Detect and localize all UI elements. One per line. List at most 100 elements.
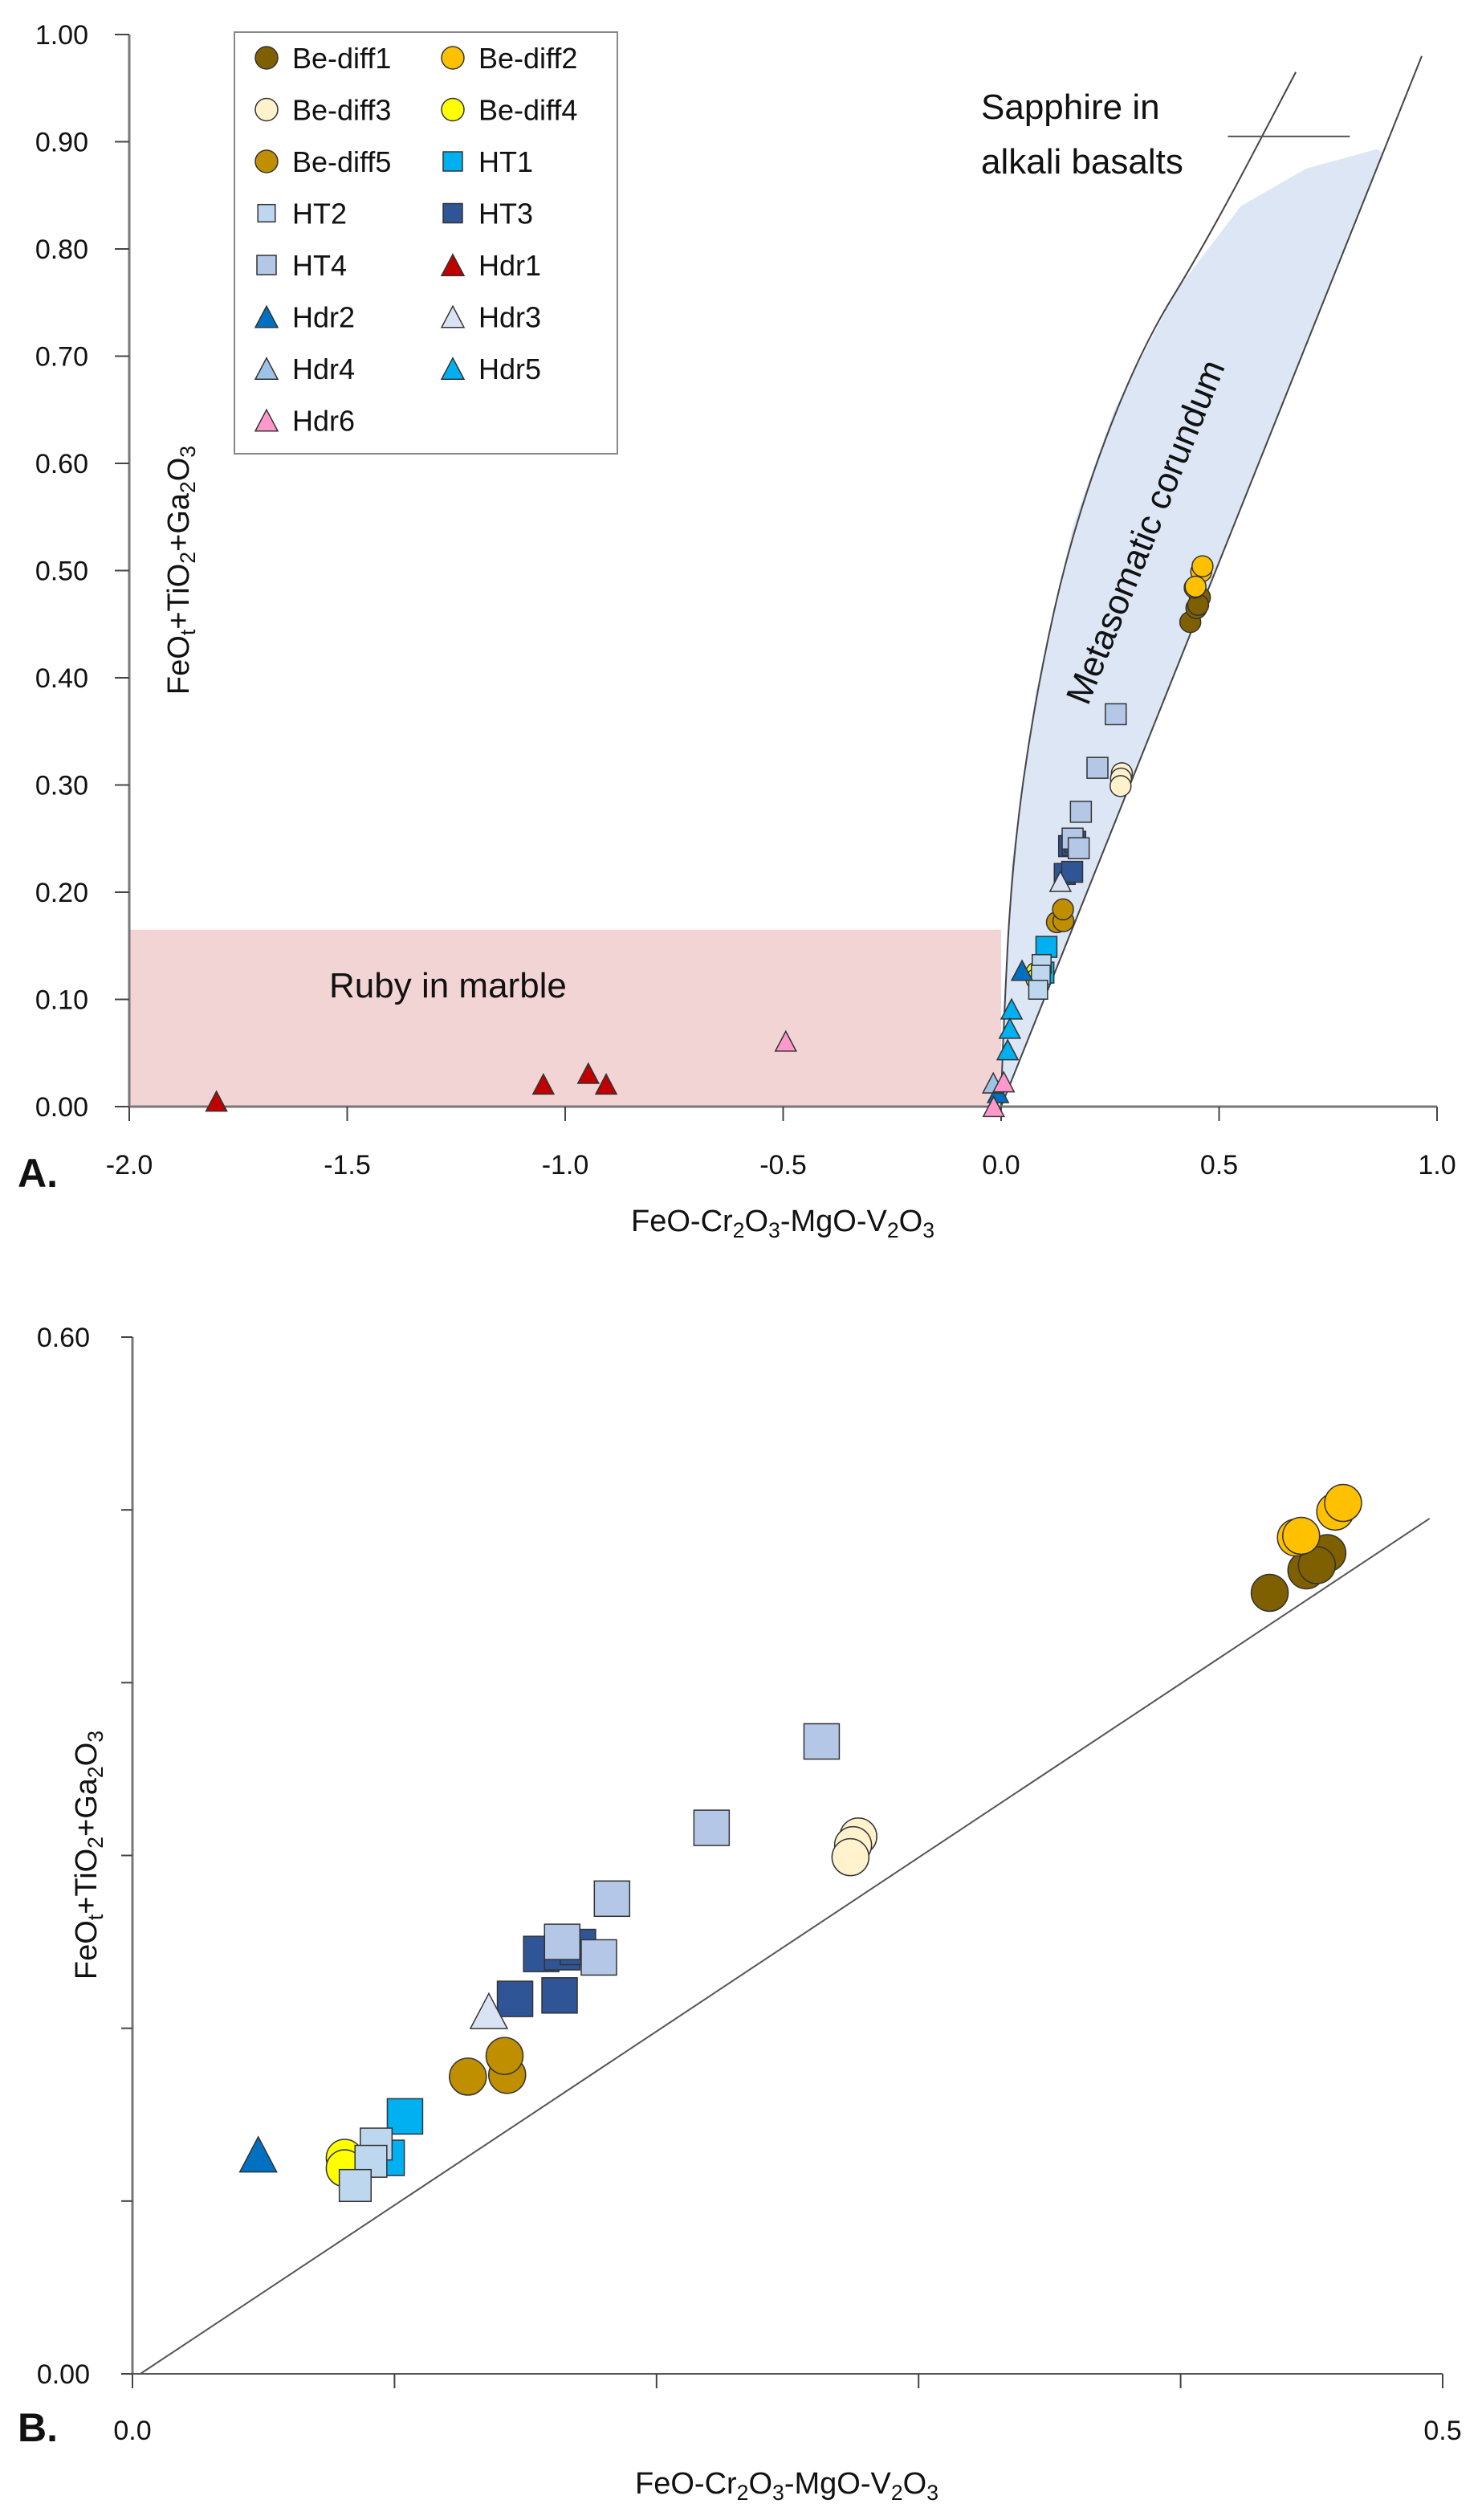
chart-a-x-tick-label: 0.5 [1200,1150,1238,1180]
chart-a-point-be-diff5 [1052,898,1074,921]
chart-a-point-be-diff2 [1191,555,1214,577]
chart-a-point-ht1 [1035,936,1058,958]
legend-marker-hdr5 [440,357,466,381]
legend-item-be-diff5: Be-diff5 [254,145,391,178]
legend-marker-be-diff1 [254,46,279,70]
legend-label: Be-diff1 [292,42,391,75]
chart-b-point-be-diff5 [485,2037,524,2075]
legend-item-be-diff1: Be-diff1 [254,42,391,75]
chart-a-x-tick-label: 0.0 [982,1150,1020,1180]
chart-b-point-be-diff1 [1250,1573,1289,1613]
legend-marker-be-diff5 [254,149,279,173]
chart-b-point-hdr3 [469,1992,509,2029]
sapphire-label-line1: Sapphire in [981,88,1160,127]
chart-b: 0.00 0.60 0.0 0.5 FeO-Cr2O3-MgO-V2O3 FeOt+T… [18,1323,1462,2505]
chart-a-point-be-diff2 [1184,575,1207,598]
legend-item-hdr2: Hdr2 [254,301,355,334]
sapphire-left-boundary [1000,71,1297,1107]
legend-item-hdr5: Hdr5 [440,353,541,385]
legend-marker-ht1 [442,151,463,172]
ruby-in-marble-region [129,929,1001,1107]
legend-marker-hdr1 [440,253,466,277]
chart-a-y-tick-label: 0.30 [35,771,88,801]
legend-label: Hdr6 [292,405,355,438]
chart-b-lines [140,1518,1431,2375]
chart-a-y-tick-label: 0.90 [35,128,88,158]
one-to-one-line [140,1518,1431,2375]
chart-b-point-ht3 [496,1980,534,2017]
chart-a-point-hdr1 [594,1072,618,1095]
sapphire-right-boundary [1000,55,1423,1107]
panel-label-a: A. [18,1151,58,1196]
chart-b-point-be-diff2 [1324,1483,1362,1523]
legend-label: Hdr4 [292,353,355,385]
legend-label: Be-diff4 [478,94,577,127]
chart-a-point-hdr6 [982,1095,1006,1118]
chart-b-point-hdr2 [238,2135,278,2173]
legend-label: Hdr1 [478,249,541,282]
legend-box [234,31,618,455]
ruby-region-label: Ruby in marble [329,966,567,1005]
chart-a-y-tick-label: 0.80 [35,234,88,265]
chart-b-point-be-diff2 [1281,1516,1321,1556]
legend-label: HT3 [478,198,533,230]
legend-item-hdr3: Hdr3 [440,301,541,334]
legend-item-be-diff4: Be-diff4 [441,94,577,127]
legend-label: Be-diff5 [292,145,391,178]
chart-a-y-tick-label: 0.50 [35,557,88,587]
chart-a-point-hdr5 [995,1038,1020,1061]
legend-label: Be-diff3 [292,94,391,127]
legend-item-ht4: HT4 [256,249,347,282]
chart-b-y-tick-label: 0.60 [37,1323,90,1353]
chart-a-y-tick-label: 0.70 [35,342,88,373]
legend-marker-ht4 [256,255,277,275]
legend-item-ht3: HT3 [442,198,533,230]
legend-marker-ht2 [257,203,276,223]
chart-a-x-tick-label: -1.0 [542,1150,589,1180]
chart-a-point-hdr1 [531,1072,556,1095]
chart-a-y-tick-label: 0.10 [35,985,88,1016]
chart-a-point-hdr5 [1000,997,1024,1020]
chart-b-point-be-diff5 [449,2057,487,2096]
legend-marker-be-diff2 [441,46,465,70]
chart-a-axes: 0.00 0.10 0.20 0.30 0.40 0.50 0.60 0.70 0.80 0.90… [35,20,1456,1180]
legend-label: HT4 [292,249,347,282]
chart-b-axes: 0.00 0.60 0.0 0.5 [37,1323,1462,2446]
legend-label: Hdr2 [292,301,355,334]
legend-item-hdr4: Hdr4 [254,353,355,385]
chart-a-point-ht4 [1086,756,1109,779]
chart-b-point-ht4 [693,1809,731,1846]
legend-marker-hdr3 [440,304,466,328]
chart-b-point-ht2 [338,2168,372,2203]
chart-b-y-tick-label: 0.00 [37,2359,90,2390]
legend-item-be-diff2: Be-diff2 [441,42,577,75]
chart-a-point-hdr3 [1048,870,1073,892]
legend-marker-be-diff3 [254,97,279,122]
chart-a-y-tick-label: 0.40 [35,663,88,694]
sapphire-label-line2: alkali basalts [981,142,1183,181]
chart-a-x-tick-label: -2.0 [106,1150,153,1180]
chart-a-lines [1000,55,1423,1107]
legend-label: HT2 [292,198,347,230]
chart-a-point-hdr6 [774,1030,798,1052]
legend-item-ht1: HT1 [442,145,533,178]
chart-a-point-ht3 [1061,860,1084,883]
chart-b-point-be-diff3 [831,1837,870,1877]
legend-label: Be-diff2 [478,42,577,75]
chart-a-y-axis-title: FeOt+TiO2+Ga2O3 [162,446,200,695]
chart-a-point-hdr6 [992,1070,1016,1093]
chart-a-y-tick-label: 0.20 [35,878,88,908]
chart-a-y-tick-label: 0.00 [35,1092,88,1123]
legend-item-ht2: HT2 [257,198,347,230]
chart-a-point-hdr1 [576,1062,601,1084]
chart-a-x-tick-label: -0.5 [759,1150,807,1180]
chart-b-point-ht4 [593,1880,631,1918]
legend-marker-be-diff4 [441,97,465,122]
legend-label: Hdr5 [478,353,541,385]
legend-label: Hdr3 [478,301,541,334]
chart-a-point-ht4 [1069,801,1093,823]
chart-b-point-be-diff1 [1297,1546,1337,1584]
chart-a-point-be-diff3 [1109,775,1132,797]
chart-a-points [205,555,1214,1118]
